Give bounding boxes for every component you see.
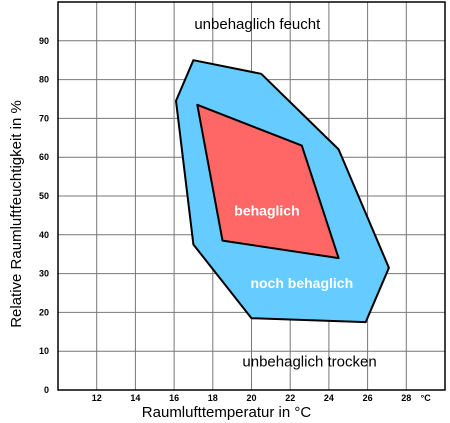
y-tick-label: 40 [39,230,49,240]
annotation-behaglich: behaglich [234,202,299,218]
zone-behaglich [196,103,340,260]
x-axis-title: Raumlufttemperatur in °C [142,404,312,421]
x-tick-label: 16 [169,393,179,403]
y-tick-label: 10 [39,346,49,356]
x-tick-label: 24 [324,393,334,403]
y-tick-label: 30 [39,269,49,279]
y-axis-title: Relative Raumluftfeuchtigkeit in % [8,100,25,328]
zones [175,59,390,324]
y-tick-label: 0 [44,385,49,395]
annotation-noch-behaglich: noch behaglich [250,275,353,291]
x-tick-label: 20 [246,393,256,403]
annotation-unbehaglich-feucht: unbehaglich feucht [194,16,321,33]
annotation-unbehaglich-trocken: unbehaglich trocken [242,354,376,371]
x-tick-label: 28 [401,393,411,403]
y-tick-label: 50 [39,191,49,201]
y-tick-label: 20 [39,307,49,317]
y-tick-label: 60 [39,152,49,162]
tick-labels: 12 14 16 18 20 22 24 26 28 0 10 20 30 40 50 60 70 80 90 [39,36,411,403]
annotations: unbehaglich feucht behaglich noch behaglic… [194,16,376,371]
x-tick-label: 12 [92,393,102,403]
x-tick-label: 22 [285,393,295,403]
x-tick-label: 14 [130,393,140,403]
x-axis-unit: °C [421,393,432,403]
y-tick-label: 70 [39,113,49,123]
plot-frame [57,1,446,391]
y-tick-label: 80 [39,75,49,85]
x-tick-label: 26 [363,393,373,403]
x-tick-label: 18 [208,393,218,403]
y-tick-label: 90 [39,36,49,46]
